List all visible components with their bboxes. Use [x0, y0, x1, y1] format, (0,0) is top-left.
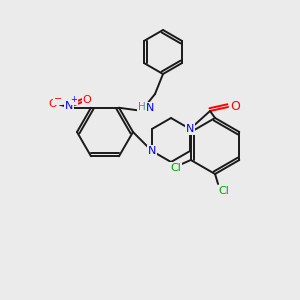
Text: N: N — [65, 101, 73, 111]
Text: N: N — [148, 146, 156, 156]
Text: Cl: Cl — [219, 186, 230, 196]
Text: N: N — [146, 103, 154, 113]
Text: H: H — [138, 102, 146, 112]
Text: O: O — [49, 99, 57, 109]
Text: Cl: Cl — [170, 163, 181, 173]
Text: N: N — [186, 124, 194, 134]
Text: O: O — [82, 95, 91, 105]
Text: O: O — [230, 100, 240, 113]
Text: −: − — [54, 94, 62, 104]
Text: +: + — [70, 95, 77, 104]
